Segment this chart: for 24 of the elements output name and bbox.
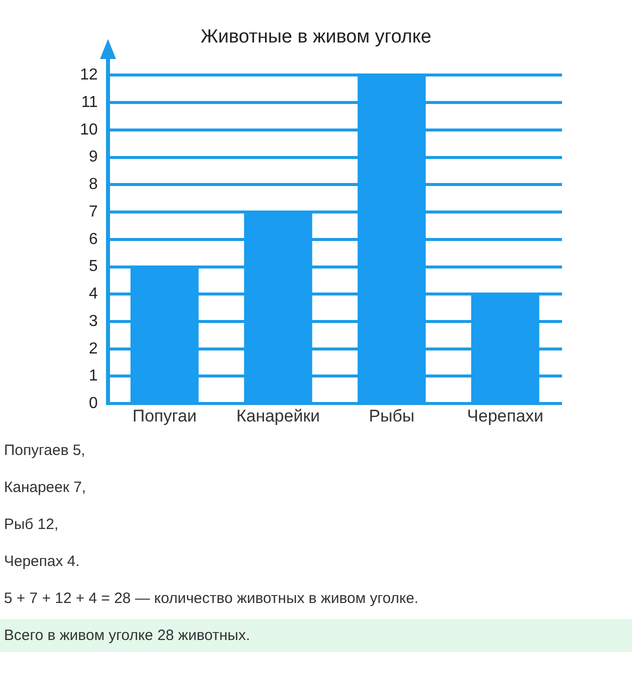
text: Попугаев 5, — [3, 441, 86, 461]
y-tick-label: 3 — [88, 312, 98, 330]
y-tick-label: 4 — [88, 286, 98, 303]
y-tick-label: 11 — [81, 94, 98, 111]
y-tick-label: 12 — [80, 66, 98, 84]
x-tick-label: Попугаи — [132, 406, 197, 426]
y-tick-label: 1 — [88, 368, 98, 385]
text: Черепах 4. — [3, 552, 81, 572]
text: Канареек 7, — [3, 478, 87, 498]
text: 5 + 7 + 12 + 4 = 28 — количество животных в живом уголке. — [3, 589, 420, 609]
y-tick-label: 6 — [88, 230, 98, 248]
x-tick-label: Рыбы — [368, 406, 414, 426]
x-tick-label: Черепахи — [467, 406, 544, 426]
y-tick-label: 2 — [88, 340, 98, 358]
y-tick-label: 9 — [88, 148, 98, 166]
y-tick-label: 0 — [88, 395, 98, 412]
x-tick-label: Канарейки — [236, 406, 320, 426]
y-tick-label: 8 — [88, 176, 98, 194]
y-tick-label: 5 — [88, 258, 98, 276]
text: Всего в живом уголке 28 животных. — [0, 619, 632, 652]
y-tick-label: 7 — [88, 203, 98, 220]
text: Рыб 12, — [3, 515, 60, 535]
y-tick-label: 10 — [80, 121, 98, 138]
chart-title: Животные в живом уголке — [200, 26, 432, 48]
